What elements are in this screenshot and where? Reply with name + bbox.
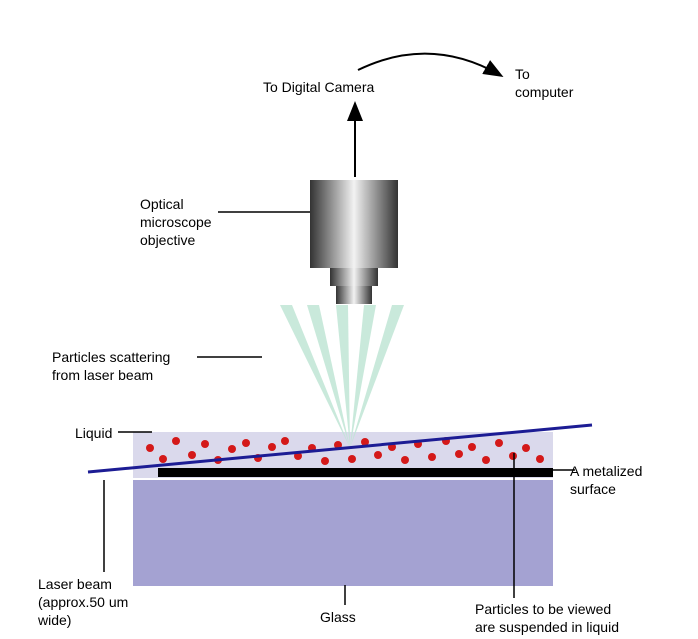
label-laser-beam: Laser beam (approx.50 um wide) — [38, 575, 128, 630]
arrow-to-computer — [358, 54, 500, 75]
label-glass: Glass — [320, 608, 356, 626]
label-to-computer: To computer — [515, 65, 573, 101]
scattering-beams — [280, 305, 404, 448]
metalized-surface-bar — [158, 468, 553, 477]
label-particles-suspended: Particles to be viewed are suspended in … — [475, 600, 619, 636]
label-to-digital-camera: To Digital Camera — [263, 78, 374, 96]
label-optical-microscope: Optical microscope objective — [140, 195, 212, 250]
glass-block — [133, 480, 553, 586]
label-particles-scattering: Particles scattering from laser beam — [52, 348, 170, 384]
label-liquid: Liquid — [75, 424, 112, 442]
microscope-objective — [310, 180, 398, 304]
label-metalized-surface: A metalized surface — [570, 462, 642, 498]
